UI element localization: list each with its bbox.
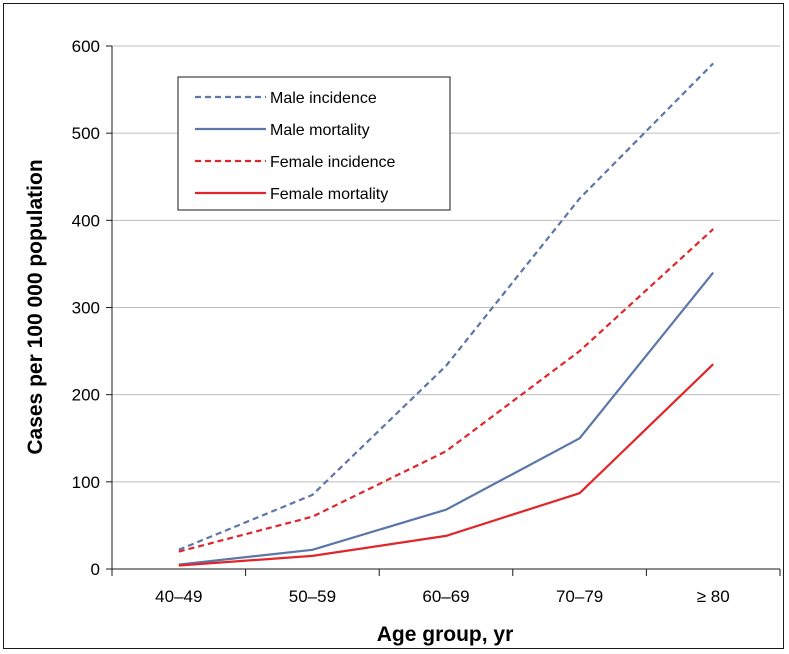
y-tick-label: 400	[72, 211, 100, 230]
y-tick-label: 200	[72, 386, 100, 405]
legend-label-female-mortality: Female mortality	[270, 186, 388, 203]
y-tick-label: 0	[91, 560, 100, 579]
series-line-female-mortality	[178, 363, 714, 567]
x-tick-label: 60–69	[422, 587, 469, 606]
y-tick-label: 600	[72, 37, 100, 56]
x-tick-labels: 40–49 50–59 60–69 70–79 ≥ 80	[155, 587, 730, 606]
x-tick-label: 70–79	[556, 587, 603, 606]
x-axis-title: Age group, yr	[377, 623, 514, 646]
y-tick-labels: 0 100 200 300 400 500 600	[72, 37, 100, 579]
legend-box	[177, 76, 451, 211]
y-tick-label: 100	[72, 473, 100, 492]
legend-label-male-incidence: Male incidence	[270, 90, 377, 107]
x-tick-label: 50–59	[289, 587, 336, 606]
series-line-male-mortality	[178, 271, 715, 566]
axes	[106, 45, 781, 576]
x-tick-label: ≥ 80	[697, 587, 730, 606]
y-tick-label: 500	[72, 124, 100, 143]
series-line-female-incidence	[178, 228, 714, 553]
legend: Male incidence Male mortality Female incid…	[177, 76, 451, 211]
legend-label-male-mortality: Male mortality	[270, 122, 370, 139]
x-tick-label: 40–49	[155, 587, 202, 606]
series-lines	[178, 62, 715, 567]
legend-label-female-incidence: Female incidence	[270, 154, 396, 171]
series-line-male-incidence	[178, 62, 714, 551]
y-axis-title: Cases per 100 000 population	[24, 159, 47, 454]
y-tick-label: 300	[72, 299, 100, 318]
